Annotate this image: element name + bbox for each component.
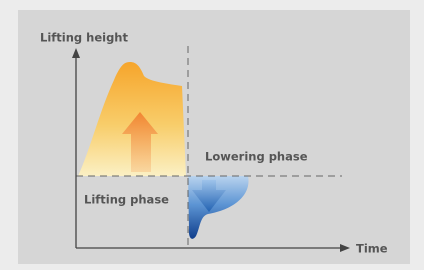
- y-axis-label: Lifting height: [40, 31, 128, 45]
- lifting-label: Lifting phase: [84, 193, 169, 207]
- lowering-label: Lowering phase: [205, 150, 308, 164]
- page: Lifting height Time Lowering phase Lifti…: [0, 0, 424, 270]
- diagram: Lifting height Time Lowering phase Lifti…: [0, 0, 424, 270]
- x-axis-label: Time: [356, 242, 388, 256]
- panel: [18, 10, 410, 264]
